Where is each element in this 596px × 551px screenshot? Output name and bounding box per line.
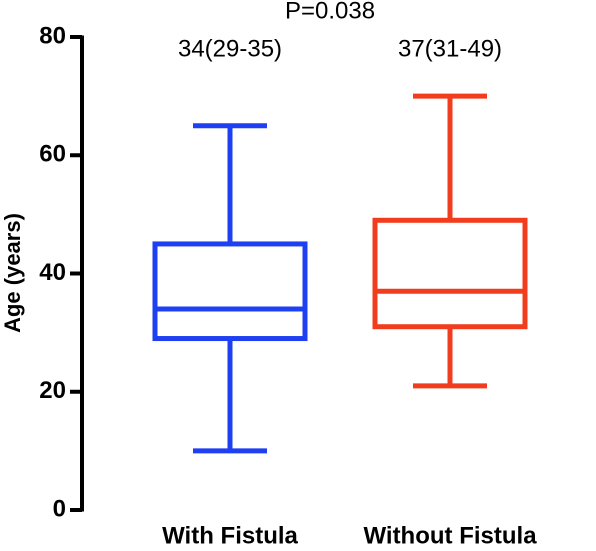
y-axis-label: Age (years) [0, 213, 25, 333]
box [152, 241, 308, 342]
box [372, 217, 528, 330]
annotation: P=0.038 [285, 0, 375, 24]
y-tick-label: 60 [39, 141, 66, 168]
annotation: 34(29-35) [178, 35, 282, 62]
y-tick-label: 20 [39, 377, 66, 404]
y-tick-label: 80 [39, 22, 66, 49]
annotation: 37(31-49) [398, 35, 502, 62]
y-tick-label: 40 [39, 259, 66, 286]
y-tick-label: 0 [53, 495, 66, 522]
x-tick-label: With Fistula [162, 522, 298, 549]
x-tick-label: Without Fistula [363, 522, 537, 549]
